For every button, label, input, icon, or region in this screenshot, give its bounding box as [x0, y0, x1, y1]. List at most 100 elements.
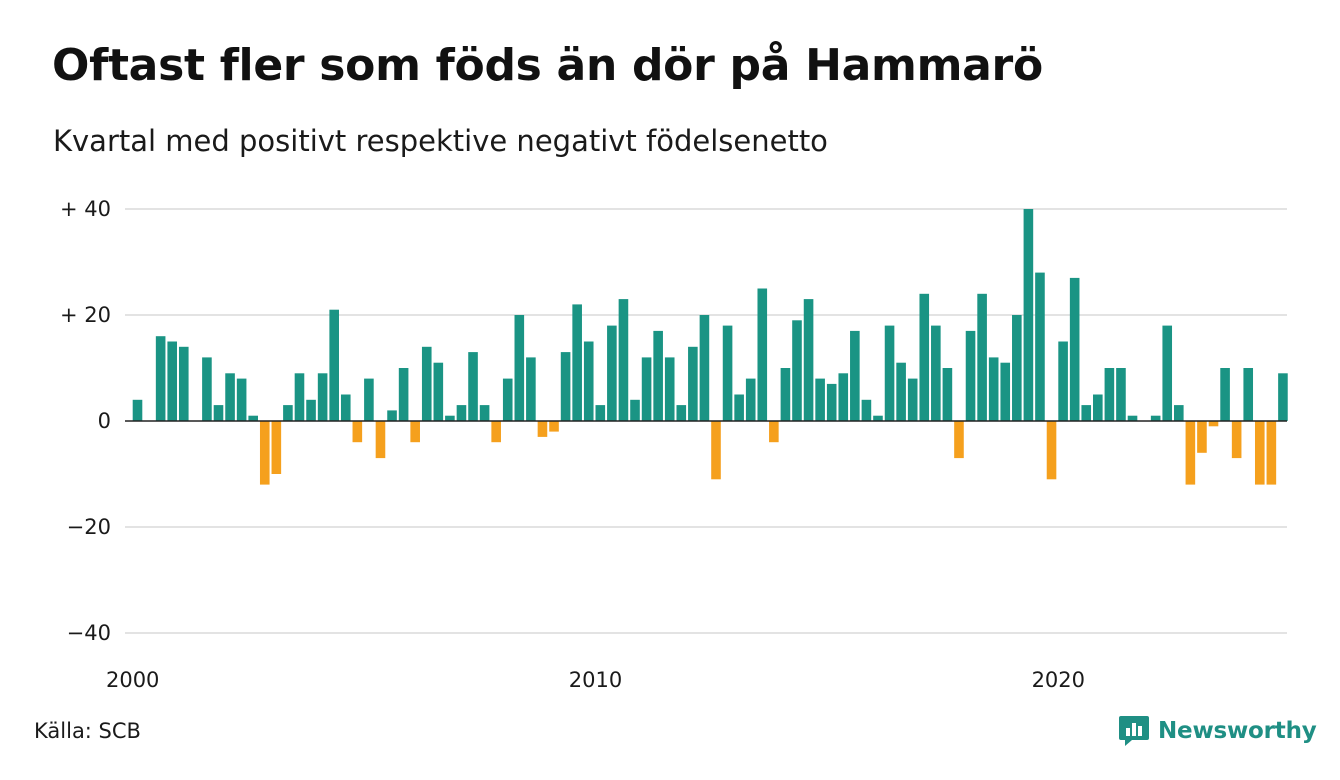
bar-2015-q1 — [826, 383, 837, 421]
x-tick-label: 2000 — [106, 668, 159, 692]
bar-2015-q2 — [838, 373, 849, 421]
bar-2020-q2 — [1069, 277, 1080, 421]
bar-2023-q1 — [1197, 421, 1207, 453]
bar-2013-q4 — [769, 421, 779, 443]
bar-2001-q4 — [213, 405, 224, 421]
bar-2011-q2 — [653, 330, 663, 421]
bar-2004-q2 — [329, 309, 339, 421]
bar-2004-q4 — [352, 421, 363, 443]
bar-2014-q2 — [792, 320, 802, 421]
bar-2009-q1 — [549, 421, 559, 432]
bar-2016-q1 — [873, 415, 883, 421]
bar-2007-q2 — [468, 352, 478, 421]
bar-2014-q3 — [803, 299, 814, 421]
bar-2018-q3 — [988, 357, 999, 421]
grid-lines — [125, 208, 1287, 634]
bar-2012-q1 — [688, 346, 698, 421]
bar-2016-q4 — [907, 378, 918, 421]
bar-2023-q2 — [1208, 421, 1219, 427]
bar-2002-q4 — [259, 421, 270, 485]
bar-2001-q1 — [178, 346, 189, 421]
bar-2010-q3 — [618, 299, 629, 421]
bar-2013-q1 — [734, 394, 744, 421]
bar-2006-q3 — [433, 362, 444, 421]
bar-2000-q4 — [167, 341, 178, 421]
bar-2022-q4 — [1185, 421, 1196, 485]
y-tick-label: + 40 — [60, 197, 111, 221]
bar-2002-q3 — [248, 415, 258, 421]
bar-2000-q1 — [132, 399, 143, 421]
bar-2002-q2 — [236, 378, 247, 421]
bar-2003-q2 — [283, 405, 293, 421]
x-tick-label: 2010 — [569, 668, 622, 692]
y-axis-tick-labels: + 40 + 20 0 −20 −40 — [60, 197, 111, 645]
bar-2012-q2 — [699, 315, 710, 421]
y-tick-label: 0 — [98, 409, 111, 433]
bar-2009-q4 — [583, 341, 594, 421]
bar-2024-q2 — [1254, 421, 1265, 485]
bar-2002-q1 — [225, 373, 235, 421]
bar-2005-q4 — [398, 368, 409, 421]
bar-2006-q4 — [445, 415, 455, 421]
bar-2010-q4 — [630, 399, 640, 421]
bar-2006-q1 — [410, 421, 420, 443]
y-tick-label: + 20 — [60, 303, 111, 327]
bar-2004-q3 — [340, 394, 351, 421]
bar-2006-q2 — [421, 346, 432, 421]
newsworthy-logo: Newsworthy — [1118, 714, 1317, 748]
bar-2018-q4 — [1000, 362, 1011, 421]
x-axis-tick-labels: 2000 2010 2020 — [106, 668, 1085, 692]
newsworthy-brand-text: Newsworthy — [1158, 718, 1317, 744]
x-tick-label: 2020 — [1032, 668, 1085, 692]
bar-2003-q1 — [271, 421, 282, 474]
bar-2010-q2 — [607, 325, 617, 421]
bar-2005-q2 — [375, 421, 386, 459]
bar-2021-q2 — [1116, 368, 1126, 421]
bar-2008-q1 — [502, 378, 513, 421]
bar-2020-q4 — [1093, 394, 1103, 421]
bar-2008-q2 — [514, 315, 525, 421]
bar-2010-q1 — [595, 405, 606, 421]
bar-2016-q2 — [884, 325, 895, 421]
bar-2013-q3 — [757, 288, 768, 421]
bar-2005-q3 — [387, 410, 397, 421]
bar-2017-q1 — [919, 293, 930, 421]
newsworthy-logo-icon — [1119, 716, 1149, 746]
bar-2014-q1 — [780, 368, 791, 421]
bar-2024-q4 — [1278, 373, 1288, 421]
bar-2007-q3 — [479, 405, 490, 421]
bar-2019-q2 — [1023, 209, 1034, 421]
bar-2019-q1 — [1012, 315, 1022, 421]
bar-2017-q4 — [954, 421, 964, 459]
bar-2018-q1 — [965, 330, 976, 421]
bar-2011-q4 — [676, 405, 687, 421]
bar-2007-q4 — [491, 421, 501, 443]
bar-2024-q3 — [1266, 421, 1277, 485]
bar-2017-q3 — [942, 368, 953, 421]
bar-2012-q4 — [722, 325, 733, 421]
bars — [132, 209, 1288, 485]
y-tick-label: −20 — [67, 515, 111, 539]
bar-2009-q2 — [560, 352, 571, 421]
bar-2015-q4 — [861, 399, 872, 421]
bar-2023-q3 — [1220, 368, 1230, 421]
bar-2001-q3 — [202, 357, 212, 421]
chart-title: Oftast fler som föds än dör på Hammarö — [52, 40, 1043, 91]
bar-2021-q1 — [1104, 368, 1115, 421]
bar-2003-q4 — [306, 399, 316, 421]
bar-2014-q4 — [815, 378, 825, 421]
bar-2020-q1 — [1058, 341, 1068, 421]
bar-2003-q3 — [294, 373, 305, 421]
bar-2024-q1 — [1243, 368, 1254, 421]
bar-2005-q1 — [364, 378, 374, 421]
bar-2018-q2 — [977, 293, 987, 421]
bar-2012-q3 — [711, 421, 721, 480]
bar-2011-q3 — [664, 357, 675, 421]
bar-2022-q2 — [1162, 325, 1173, 421]
bar-2004-q1 — [317, 373, 328, 421]
bar-2017-q2 — [931, 325, 941, 421]
bar-2000-q3 — [155, 336, 166, 421]
bar-2009-q3 — [572, 304, 582, 421]
bar-2011-q1 — [641, 357, 652, 421]
bar-2008-q3 — [526, 357, 536, 421]
